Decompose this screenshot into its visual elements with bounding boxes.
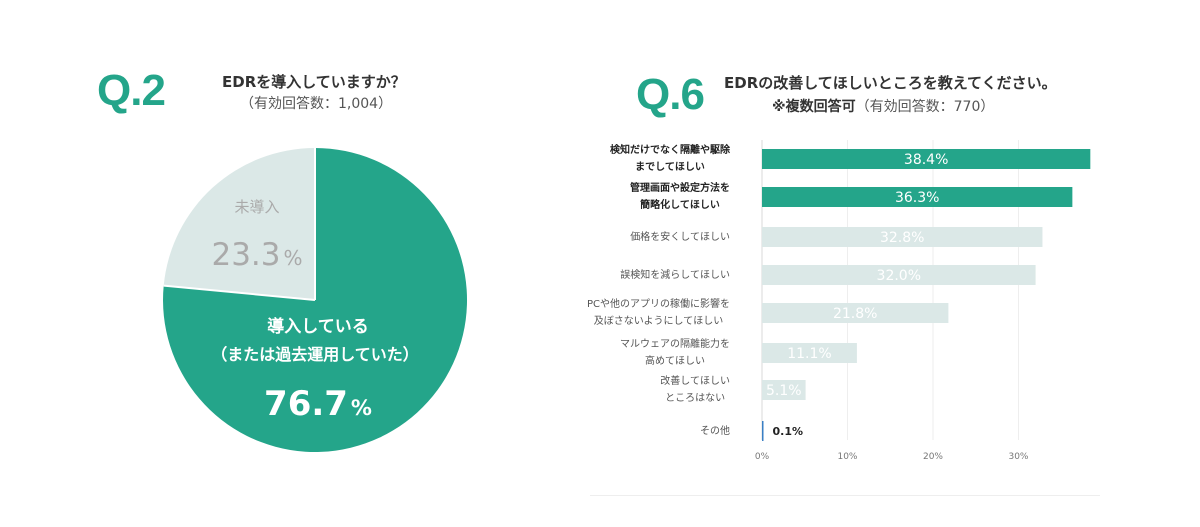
q6-title: EDRの改善してほしいところを教えてください。 [724, 74, 1057, 92]
bar-category-label: 誤検知を減らしてほしい [620, 267, 730, 284]
bar [762, 149, 1091, 169]
bar-category-label: PCや他のアプリの稼働に影響を 及ぼさないようにしてほしい [587, 296, 730, 330]
bar-category-line: までしてほしい [635, 162, 705, 173]
x-tick-label: 30% [1008, 452, 1028, 460]
bar-category-line: 簡略化してほしい [640, 200, 720, 211]
bar-value-label: 11.1% [787, 346, 831, 362]
bar-value-label: 32.8% [880, 230, 924, 246]
q2-subtitle: （有効回答数：1,004） [240, 96, 393, 112]
q6-subline: ※複数回答可（有効回答数：770） [772, 96, 994, 116]
bar [762, 265, 1036, 285]
pie-chart: 未導入 23.3% 導入している （または過去運用していた） 76.7% [163, 148, 468, 452]
x-tick-label: 0% [755, 452, 770, 460]
q2-title: EDRを導入していますか？ [222, 73, 406, 91]
bar-category-line: その他 [700, 425, 730, 437]
bar-category-line: 及ぼさないようにしてほしい [593, 316, 724, 327]
bar-category-label: マルウェアの隔離能力を 高めてほしい [620, 336, 730, 370]
x-tick-label: 10% [837, 452, 857, 460]
bar [762, 343, 857, 363]
x-tick-label: 20% [923, 452, 943, 460]
bar [762, 227, 1043, 247]
divider-line [590, 495, 1100, 496]
q6-note: ※複数回答可 [772, 99, 856, 115]
pie-divider [163, 284, 316, 301]
bar-category-line: 検知だけでなく隔離や駆除 [610, 145, 730, 156]
pie-label-unintroduced: 未導入 [234, 198, 279, 216]
bar-value-label: 5.1% [766, 383, 802, 399]
bar-category-line: 管理画面や設定方法を [630, 183, 730, 194]
q2-number: Q.2 [97, 66, 166, 115]
bar-category-line: 高めてほしい [645, 356, 705, 367]
bar-category-line: 誤検知を減らしてほしい [620, 269, 730, 281]
bar [762, 421, 764, 441]
bar [762, 187, 1073, 207]
q6-number: Q.6 [636, 70, 705, 119]
pie-value-number: 23.3 [211, 237, 280, 273]
pie-value-unit: % [351, 396, 372, 420]
bar-value-label: 36.3% [895, 190, 939, 206]
pie-value-unintroduced: 23.3% [211, 237, 302, 273]
bar-category-line: マルウェアの隔離能力を [620, 339, 730, 350]
bar-value-label: 21.8% [833, 306, 877, 322]
bar [762, 303, 949, 323]
bar-category-label: 検知だけでなく隔離や駆除 までしてほしい [610, 142, 730, 176]
bar-category-line: 価格を安くしてほしい [630, 231, 730, 243]
bar-category-label: その他 [700, 423, 730, 440]
bar-category-label: 価格を安くしてほしい [630, 229, 730, 246]
pie-value-number: 76.7 [264, 384, 348, 424]
bar-value-label: 38.4% [904, 152, 948, 168]
q6-subtitle: （有効回答数：770） [855, 99, 995, 115]
bar-category-line: 改善してほしい [660, 376, 730, 387]
pie-slice-unintroduced [163, 148, 315, 300]
bar-value-label: 32.0% [877, 268, 921, 284]
bar [762, 380, 806, 400]
pie-label-introduced: 導入している [267, 316, 369, 337]
pie-value-unit: % [284, 246, 303, 270]
pie-value-introduced: 76.7% [264, 384, 372, 424]
bar-value-label: 0.1% [773, 425, 804, 438]
pie-label-introduced-sub: （または過去運用していた） [211, 345, 419, 364]
bar-category-label: 改善してほしい ところはない [660, 373, 730, 407]
bar-category-label: 管理画面や設定方法を 簡略化してほしい [630, 180, 730, 214]
bar-category-line: PCや他のアプリの稼働に影響を [586, 299, 730, 310]
bar-category-line: ところはない [665, 393, 726, 404]
bar-chart: 38.4% 36.3% 32.8% 32.0% 21.8% 11.1% 5.1% 0.1% 0%… [755, 140, 1091, 460]
